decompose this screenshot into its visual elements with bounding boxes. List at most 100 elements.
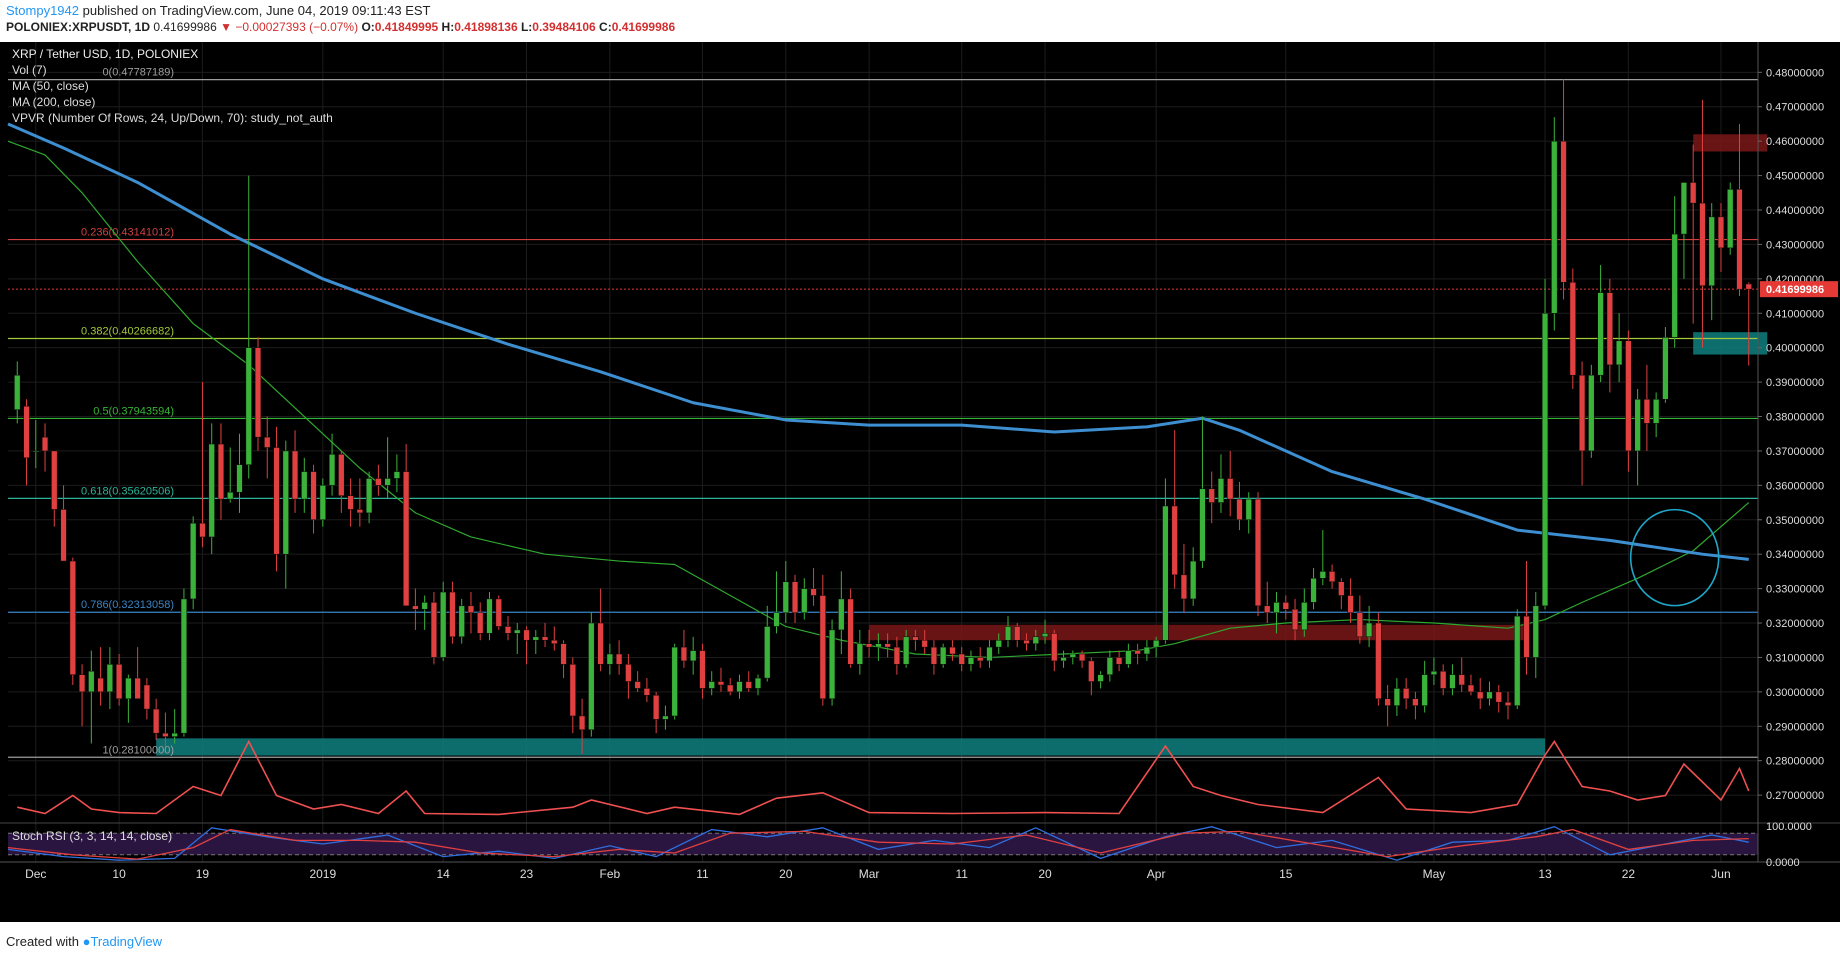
candle (1375, 612, 1382, 706)
footer: Created with ●​TradingView (6, 934, 162, 949)
chart-canvas[interactable]: 0(0.47787189) 0.236(0.43141012) 0.382(0.40… (0, 42, 1840, 922)
candle (1227, 450, 1234, 517)
candle-body (810, 588, 817, 596)
candle-body (190, 522, 197, 600)
candle (384, 437, 391, 500)
candle-body (440, 591, 447, 658)
candle (208, 423, 215, 555)
legend: XRP / Tether USD, 1D, POLONIEX Vol (7) MA … (12, 47, 333, 125)
candle (791, 574, 799, 624)
date-tick-label: 11 (955, 867, 968, 881)
candle-body (1282, 602, 1289, 610)
candle-body (1014, 626, 1021, 641)
candle (754, 674, 762, 696)
candle (903, 629, 910, 668)
candle (1403, 678, 1410, 710)
candle-body (921, 639, 928, 648)
candle (125, 674, 132, 723)
candle-body (1699, 202, 1706, 286)
candle (486, 592, 493, 641)
candle-body (365, 478, 373, 514)
candle (819, 574, 826, 706)
candle-body (1578, 374, 1586, 452)
candle-body (1504, 701, 1512, 706)
candle-body (1245, 498, 1252, 521)
ma200-line (7, 122, 1749, 561)
tradingview-logo[interactable]: ●​TradingView (82, 934, 163, 949)
candle-body (264, 436, 271, 448)
candle (51, 450, 58, 527)
candle-body (504, 626, 512, 634)
candle (773, 571, 780, 634)
candle (1245, 492, 1252, 534)
candle-body (328, 454, 336, 486)
low-value: 0.39484106 (532, 20, 596, 34)
candle-body (847, 598, 854, 665)
author-link[interactable]: Stompy1942 (6, 3, 79, 18)
candle (1412, 691, 1419, 720)
candle (653, 691, 660, 734)
candle-body (23, 405, 30, 459)
candle-body (32, 450, 39, 453)
candle (264, 416, 271, 479)
candle (1356, 595, 1363, 644)
candle-body (1153, 639, 1160, 648)
resistance-zone (1693, 134, 1768, 152)
candle (477, 602, 484, 641)
candle (217, 423, 225, 520)
candle (1523, 561, 1530, 675)
candle (1199, 416, 1206, 568)
candle-body (1643, 399, 1651, 424)
candle (1097, 671, 1104, 689)
chart-area[interactable]: 0(0.47787189) 0.236(0.43141012) 0.382(0.40… (0, 42, 1840, 922)
candle (69, 557, 76, 685)
candle-body (1319, 571, 1326, 579)
candle-body (1727, 189, 1734, 249)
candle (1588, 364, 1595, 458)
candle-body (403, 471, 410, 607)
candle (32, 419, 39, 469)
legend-line: MA (200, close) (12, 95, 95, 109)
candle (1421, 660, 1428, 713)
candle (884, 633, 891, 658)
candle-body (301, 471, 308, 500)
candle (995, 633, 1002, 654)
candle (41, 423, 49, 472)
candle-body (1560, 140, 1567, 283)
candle (180, 588, 188, 737)
candle (578, 698, 586, 754)
candle (310, 464, 317, 534)
date-tick-label: 15 (1279, 867, 1293, 881)
high-label: H: (441, 20, 455, 34)
candle-body (282, 450, 289, 555)
candle (1190, 547, 1197, 606)
candle-body (1523, 615, 1530, 658)
candle-body (1301, 602, 1308, 631)
candle (838, 571, 845, 654)
candle-body (875, 643, 882, 648)
candle (245, 175, 252, 479)
candle (1106, 650, 1113, 682)
candle (532, 629, 539, 654)
candle (106, 647, 113, 710)
candle (23, 399, 30, 486)
candle (1023, 633, 1030, 651)
candle (1569, 268, 1576, 389)
candle-body (551, 639, 558, 644)
candle (143, 678, 151, 720)
candle (1430, 657, 1438, 685)
candle-body (1458, 674, 1465, 686)
candle (1717, 203, 1725, 272)
candle (1254, 492, 1262, 617)
date-tick-label: 13 (1538, 867, 1552, 881)
candle (940, 643, 947, 668)
candle-body (903, 636, 910, 665)
candle (699, 643, 706, 699)
candle-body (1032, 636, 1039, 644)
rsi-band (8, 833, 1758, 855)
candle-body (680, 646, 688, 662)
candle (115, 654, 123, 706)
candle-body (458, 605, 465, 638)
candle-body (727, 684, 734, 693)
price-tick-label: 0.27000000 (1766, 790, 1824, 802)
